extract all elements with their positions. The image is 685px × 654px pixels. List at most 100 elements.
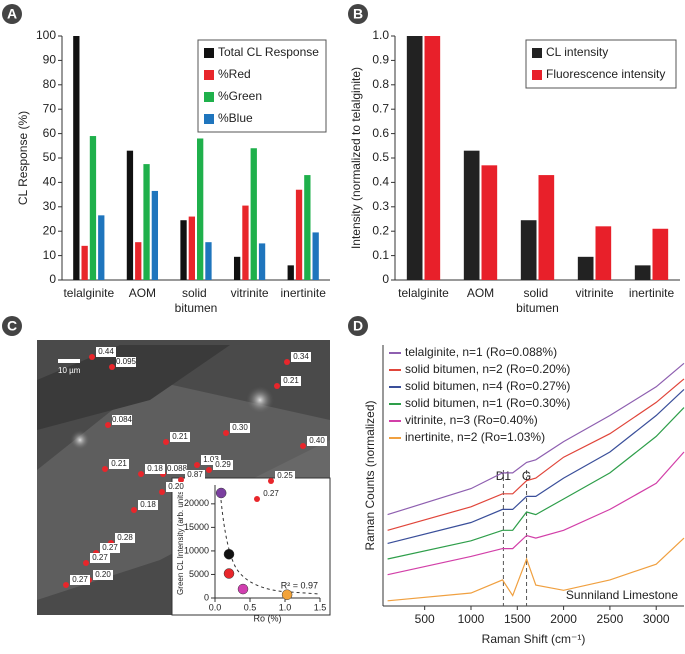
x-tick-label: telalginite [63,286,114,300]
label-box [230,423,250,433]
spectrum-line [387,362,685,516]
y-tick-label: 80 [43,77,57,91]
sample-dot [178,477,184,483]
label-box [93,570,113,580]
y-tick-label: 100 [36,28,56,42]
sample-dot [274,383,280,389]
x-tick-label: 2000 [550,612,577,626]
label-box [166,482,186,492]
sample-dot [300,443,306,449]
panel-badge [348,4,368,24]
panel-letter: A [7,6,17,22]
x-tick-label: 1.5 [314,602,327,612]
legend-swatch [532,70,542,80]
sample-dot [163,439,169,445]
y-tick-label: 0.2 [372,223,389,237]
image-label: 0.30 [232,423,248,432]
legend-swatch [204,48,214,58]
label-box [213,460,233,470]
sample-dot [206,467,212,473]
sample-dot [105,422,111,428]
sample-dot [131,507,137,513]
bar [634,265,651,280]
y-axis-label: Raman Counts (normalized) [363,400,377,550]
bar [81,245,88,280]
y-axis-label: CL Response (%) [16,111,30,205]
scale-bar-label: 10 µm [58,366,81,375]
y-tick-label: 0 [382,272,389,286]
y-tick-label: 10000 [184,545,209,555]
y-tick-label: 20 [43,223,57,237]
x-axis-label: Ro (%) [253,613,281,623]
bar [250,148,257,280]
bar [89,136,97,280]
bar [143,164,150,280]
point [223,568,235,579]
panel-letter: D [353,318,363,334]
spectrum-line [387,378,685,531]
point [281,589,293,600]
y-tick-label: 10 [43,248,57,262]
bar [652,228,669,280]
legend-box [525,39,677,89]
legend-label: %Blue [218,111,253,125]
image-label: 0.25 [277,471,293,480]
legend-label: %Red [218,67,251,81]
sample-dot [159,489,165,495]
bar [126,150,134,280]
bar [98,215,105,280]
sample-dot [102,466,108,472]
label-box [90,553,110,563]
x-tick-label: telalginite [398,286,449,300]
y-tick-label: 0.4 [372,175,389,189]
bar [577,256,594,280]
y-tick-label: 50 [43,150,57,164]
x-tick-label: 1500 [504,612,531,626]
y-tick-label: 5000 [189,569,209,579]
x-tick-label: AOM [129,286,156,300]
y-tick-label: 90 [43,53,57,67]
bar [481,165,498,280]
bar [520,220,537,280]
sample-dot [268,478,274,484]
x-tick-label: inertinite [281,286,327,300]
legend-swatch [204,92,214,102]
image-label: 0.27 [263,489,279,498]
x-tick-label: 0.5 [244,602,257,612]
x-tick-label: 3000 [643,612,670,626]
sample-dot [138,471,144,477]
legend-swatch [532,48,542,58]
image-label: 1.03 [203,455,219,464]
y-tick-label: 1.0 [372,28,389,42]
legend-label: solid bitumen, n=4 (Ro=0.27%) [405,379,570,393]
image-label: 0.29 [215,460,231,469]
y-tick-label: 0.5 [372,150,389,164]
y-tick-label: 30 [43,199,57,213]
x-tick-label: solid bitumen [516,286,559,315]
y-tick-label: 20000 [184,498,209,508]
inset [171,477,331,616]
bar [538,175,555,280]
image-label: 0.084 [112,415,133,424]
legend-label: Fluorescence intensity [546,67,665,81]
label-box [261,489,281,499]
legend-label: inertinite, n=2 (Ro=1.03%) [405,430,545,444]
y-axis-label: Intensity (normalized to telalginite) [349,67,363,249]
label-box [96,347,116,357]
x-tick-label: 0.0 [209,602,222,612]
label-box [275,471,295,481]
x-tick-label: 1000 [458,612,485,626]
panel-badge [2,316,22,336]
image-label: 0.088 [167,464,188,473]
label-box [185,470,205,480]
label-box [116,357,136,367]
bar [312,232,319,280]
bar [424,36,441,280]
y-tick-label: 0.6 [372,126,389,140]
legend-label: telalginite, n=1 (Ro=0.088%) [405,345,557,359]
point [237,583,249,595]
y-tick-label: 15000 [184,522,209,532]
image-label: 0.27 [102,543,118,552]
label-box [109,459,129,469]
x-axis-label: Raman Shift (cm⁻¹) [482,632,586,646]
